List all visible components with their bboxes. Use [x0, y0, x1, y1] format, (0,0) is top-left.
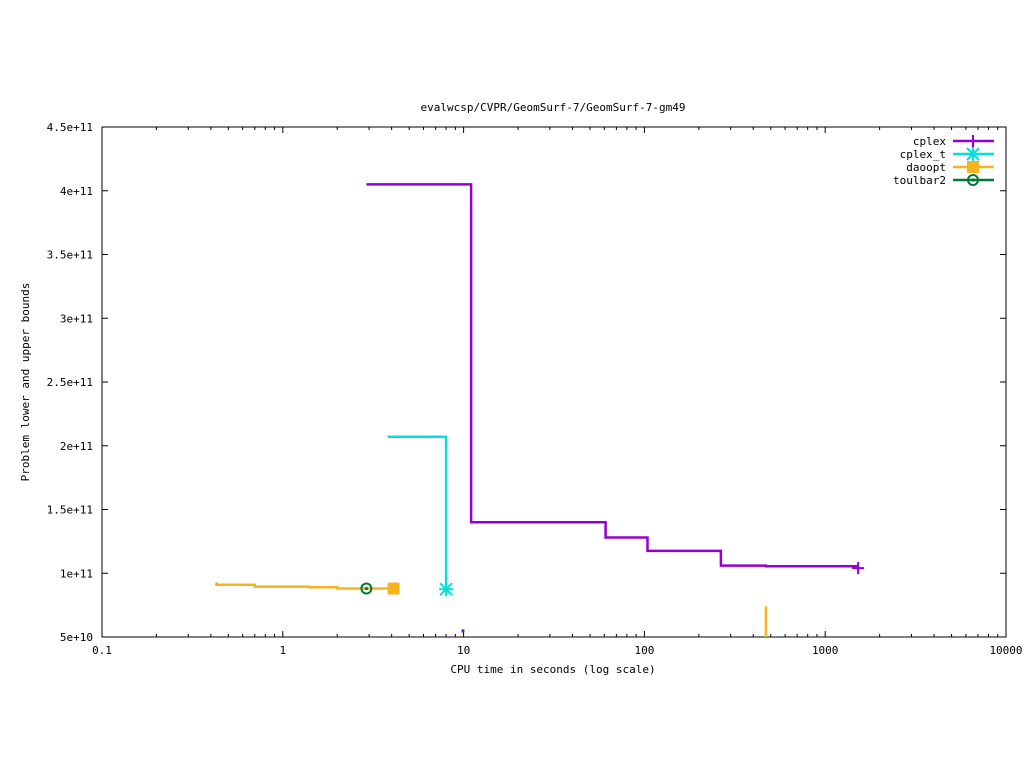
data-point-daoopt [387, 582, 400, 595]
y-tick-label: 3e+11 [60, 312, 93, 325]
y-tick-label: 1.5e+11 [47, 504, 93, 517]
y-tick-label: 2e+11 [60, 440, 93, 453]
y-axis-label: Problem lower and upper bounds [19, 283, 32, 482]
legend-label-toulbar2: toulbar2 [893, 174, 946, 187]
axes: 0.1 1 10 100 1000 10000 5e+10 1e+11 1.5e+11 2e+11… [47, 121, 1023, 657]
chart-title: evalwcsp/CVPR/GeomSurf-7/GeomSurf-7-gm49 [421, 101, 686, 114]
y-tick-label: 5e+10 [60, 631, 93, 644]
x-tick-label: 0.1 [92, 644, 112, 657]
series-cplex [366, 183, 865, 633]
series-line-daoopt [215, 582, 394, 590]
x-tick-label: 100 [634, 644, 654, 657]
data-point-cplex_t [439, 582, 454, 597]
y-tick-label: 4e+11 [60, 185, 93, 198]
series-segment-cplex [461, 629, 465, 633]
x-tick-label: 10000 [989, 644, 1022, 657]
y-tick-label: 3.5e+11 [47, 249, 93, 262]
legend-label-cplex_t: cplex_t [900, 148, 946, 161]
x-axis-label: CPU time in seconds (log scale) [450, 663, 655, 676]
series-toulbar2 [360, 582, 373, 595]
legend-marker-toulbar2 [967, 174, 979, 186]
y-tick-label: 4.5e+11 [47, 121, 93, 134]
x-tick-label: 1 [279, 644, 286, 657]
series-cplex_t [387, 435, 454, 597]
legend-label-cplex: cplex [913, 135, 946, 148]
plot-border [101, 126, 1007, 638]
x-tick-label: 10 [457, 644, 470, 657]
x-tick-label: 1000 [812, 644, 839, 657]
data-point-cplex [852, 562, 865, 575]
series-daoopt [215, 582, 768, 637]
series-layer [215, 183, 865, 637]
data-point-toulbar2 [360, 582, 373, 595]
legend-marker-cplex [967, 135, 979, 147]
legend-marker-cplex_t [966, 147, 980, 161]
y-tick-label: 2.5e+11 [47, 376, 93, 389]
y-tick-label: 1e+11 [60, 567, 93, 580]
legend-label-daoopt: daoopt [906, 161, 946, 174]
series-line-cplex_t [387, 435, 448, 590]
legend-marker-daoopt [967, 161, 979, 173]
series-line-cplex [366, 183, 858, 569]
